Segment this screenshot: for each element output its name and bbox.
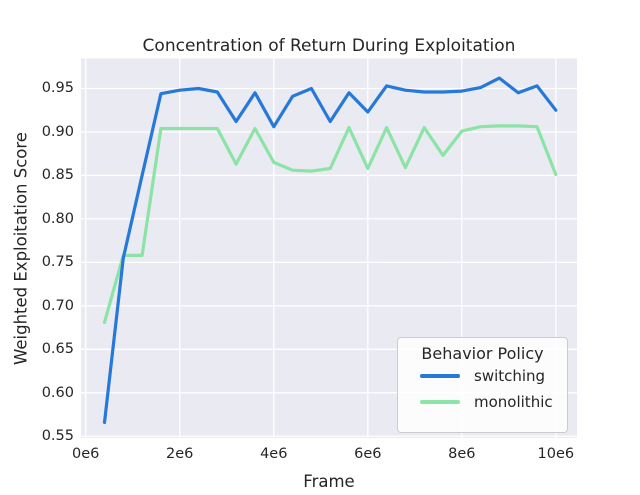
y-tick-label: 0.65 (41, 341, 74, 358)
legend-item-switching: switching (398, 363, 567, 389)
y-tick-label: 0.85 (41, 167, 74, 184)
legend-item-monolithic: monolithic (398, 389, 567, 415)
series-line-switching (102, 76, 558, 424)
legend-label-monolithic: monolithic (474, 393, 553, 411)
legend-label-switching: switching (474, 367, 546, 385)
y-axis-label: Weighted Exploitation Score (11, 132, 31, 365)
legend-line-swatch-monolithic (420, 400, 460, 404)
x-tick-label: 8e6 (448, 446, 476, 462)
x-tick-label: 4e6 (260, 446, 288, 462)
y-tick-label: 0.80 (41, 210, 74, 227)
legend: Behavior Policy switching monolithic (397, 337, 568, 433)
x-tick-label: 10e6 (537, 446, 575, 462)
x-axis-label: Frame (303, 472, 355, 491)
y-tick-label: 0.90 (41, 123, 74, 140)
chart-title: Concentration of Return During Exploitat… (142, 36, 516, 56)
x-tick-label: 6e6 (354, 446, 382, 462)
legend-title: Behavior Policy (421, 344, 544, 363)
series-line-monolithic (102, 124, 558, 324)
legend-line-swatch-switching (420, 374, 460, 378)
y-tick-label: 0.95 (41, 80, 74, 97)
y-tick-label: 0.75 (41, 254, 74, 271)
x-tick-label: 0e6 (72, 446, 100, 462)
y-tick-label: 0.60 (41, 384, 74, 401)
x-tick-label: 2e6 (166, 446, 194, 462)
y-tick-label: 0.70 (41, 297, 74, 314)
y-tick-label: 0.55 (41, 428, 74, 445)
